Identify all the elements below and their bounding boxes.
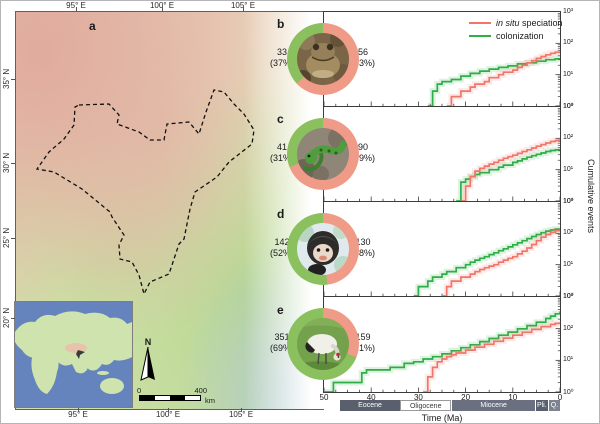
epoch-eocene: Eocene [339,400,400,411]
x-axis-title: Time (Ma) [421,413,463,423]
x-tick-label: 10 [508,393,518,402]
chart-panel-c [323,106,561,202]
legend-colonization-label: colonization [496,30,544,41]
y-tick-label: 10² [563,324,574,332]
panel-e-label: e [277,303,284,317]
world-inset-map [14,301,133,408]
legend-row-colonization: colonization [469,29,563,42]
cumulative-chart-b [324,13,560,106]
x-tick-label: 50 [319,393,329,402]
speciation-count-e: 159 (31%) [350,332,375,353]
africa-landmass [31,351,59,394]
speciation-count-b: 56 (63%) [350,47,375,68]
australia-landmass [100,378,124,394]
panel-a-label: a [89,19,96,33]
panel-b-label: b [277,17,285,31]
x-tick-label: 30 [413,393,423,402]
x-tick-label: 40 [366,393,376,402]
map-tick [241,408,242,412]
north-label: N [144,337,152,347]
north-arrow: N [138,337,158,386]
colonization-line-swatch [469,34,491,37]
speciation-count-d: 130 (48%) [350,237,375,258]
scale-end: 400 [194,386,207,395]
x-tick-label: 0 [557,393,563,402]
donut-chart-amphibians [287,23,359,95]
scale-bar: 0 400 km [137,386,215,405]
y-tick-label: 10¹ [563,356,574,364]
lon-label-105e-bottom: 105° E [228,410,254,419]
y-tick-label: 10³ [563,198,574,205]
study-area-marker [76,350,85,359]
crane-photo [297,318,349,370]
india-landmass [72,352,83,369]
cumulative-chart-e [324,298,560,392]
scale-unit: km [205,396,215,405]
y-tick-label: 10¹ [563,165,574,173]
donut-chart-birds [287,308,359,380]
y-axis-title: Cumulative events [586,159,596,234]
epoch-miocene: Miocene [451,400,535,411]
y-tick-label: 10³ [563,293,574,300]
cumulative-chart-c [324,108,560,201]
north-arrow-icon [140,346,155,381]
y-tick-label: 10⁰ [563,198,574,205]
x-tick-label: 20 [461,393,471,402]
colonization-count-c: 41 (31%) [269,142,294,163]
lon-label-95e-top: 95° E [66,1,86,10]
y-tick-label: 10³ [563,103,574,110]
chart-panel-d [323,201,561,297]
donut-chart-reptiles [287,118,359,190]
map-tick [162,7,163,11]
colonization-count-e: 351 (69%) [269,332,294,353]
panel-d-label: d [277,207,285,221]
donut-chart-mammals [287,213,359,285]
map-tick [11,163,15,164]
y-tick-label: 10⁰ [563,103,574,110]
lizard-photo [297,128,349,180]
epoch-oligocene: Oligocene [399,400,452,411]
map-tick [11,79,15,80]
epoch-q: Q. [547,400,560,411]
y-tick-label: 10¹ [563,70,574,78]
monkey-photo [297,223,349,275]
lon-label-105e-top: 105° E [230,1,256,10]
map-tick [243,7,244,11]
lon-label-100e-bottom: 100° E [155,410,181,419]
speciation-line-swatch [469,21,491,24]
tibet-highlight [65,343,87,353]
colonization-count-d: 142 (52%) [269,237,294,258]
lon-label-95e-bottom: 95° E [68,410,88,419]
scale-bar-segments [139,395,201,401]
scale-start: 0 [137,386,142,395]
colonization-count-b: 33 (37%) [269,47,294,68]
y-tick-label: 10⁰ [563,389,574,396]
geologic-epoch-bar: Eocene Oligocene Miocene Pli. Q. [324,400,560,411]
y-tick-label: 10³ [563,8,574,15]
panel-c-label: c [277,112,284,126]
map-tick [168,408,169,412]
y-tick-label: 10² [563,229,574,237]
legend: in situ speciation colonization [469,16,563,42]
epoch-pli: Pli. [534,400,548,411]
map-tick [76,7,77,11]
y-tick-label: 10⁰ [563,293,574,300]
speciation-count-c: 90 (69%) [350,142,375,163]
lon-label-100e-top: 100° E [149,1,175,10]
y-tick-label: 10² [563,39,574,47]
map-tick [78,408,79,412]
map-tick [11,318,15,319]
study-region-outline [35,89,255,296]
y-tick-label: 10¹ [563,260,574,268]
legend-speciation-label: in situ speciation [496,17,563,28]
chart-panel-b [323,11,561,107]
frog-photo [297,33,349,85]
cumulative-chart-d [324,203,560,296]
map-tick [11,238,15,239]
legend-row-speciation: in situ speciation [469,16,563,29]
y-tick-label: 10² [563,134,574,142]
chart-panel-e [323,296,561,393]
